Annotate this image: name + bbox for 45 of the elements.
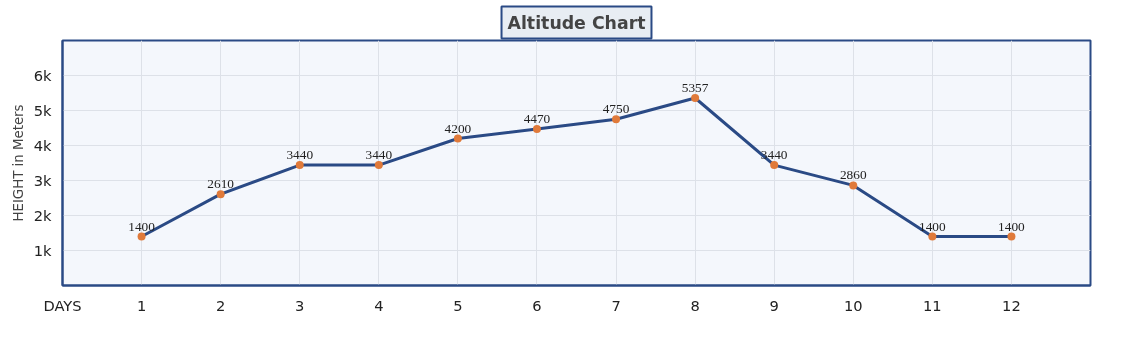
data-label: 1400 [998,218,1026,234]
y-tick-label: 2k [33,207,53,224]
x-tick-label: 4 [374,296,384,314]
point [928,232,937,241]
point [691,94,700,102]
x-tick-label: 6 [532,296,542,314]
point [849,181,858,190]
y-tick-label: 1k [33,242,53,259]
point [453,134,462,143]
point [532,125,541,134]
y-axis-title: HEIGHT in Meters [10,104,26,222]
x-tick-label: 3 [295,296,305,314]
data-label: 4470 [523,111,551,127]
data-label: 2610 [207,176,235,192]
point [137,232,146,241]
data-label: 4750 [602,101,630,117]
data-label: 3440 [760,147,788,163]
data-label: 4200 [444,120,472,136]
point [374,161,383,170]
point [295,161,304,170]
x-tick-label: DAYS [43,296,82,314]
data-label: 1400 [919,218,947,234]
x-tick-label: 7 [611,296,621,314]
y-tick-label: 6k [33,67,53,84]
x-tick-label: 10 [843,296,863,314]
y-tick-label: 5k [33,102,53,119]
data-label: 5357 [681,80,709,95]
x-tick-label: 5 [453,296,463,314]
x-tick-label: 2 [215,296,226,314]
chart-title: Altitude Chart [507,12,646,33]
point [770,161,779,170]
point [1007,232,1016,241]
x-tick-label: 8 [690,296,700,314]
data-label: 2860 [839,167,867,183]
data-label: 1400 [128,218,156,234]
x-tick-label: 9 [769,296,779,314]
x-tick-label: 11 [923,296,942,314]
data-label: 3440 [365,147,393,163]
x-tick-label: 1 [136,296,147,314]
point [612,115,621,124]
data-label: 3440 [286,147,314,163]
x-tick-label: 12 [1002,296,1021,314]
y-tick-label: 4k [33,137,53,154]
y-tick-label: 3k [33,172,53,189]
point [216,190,225,199]
